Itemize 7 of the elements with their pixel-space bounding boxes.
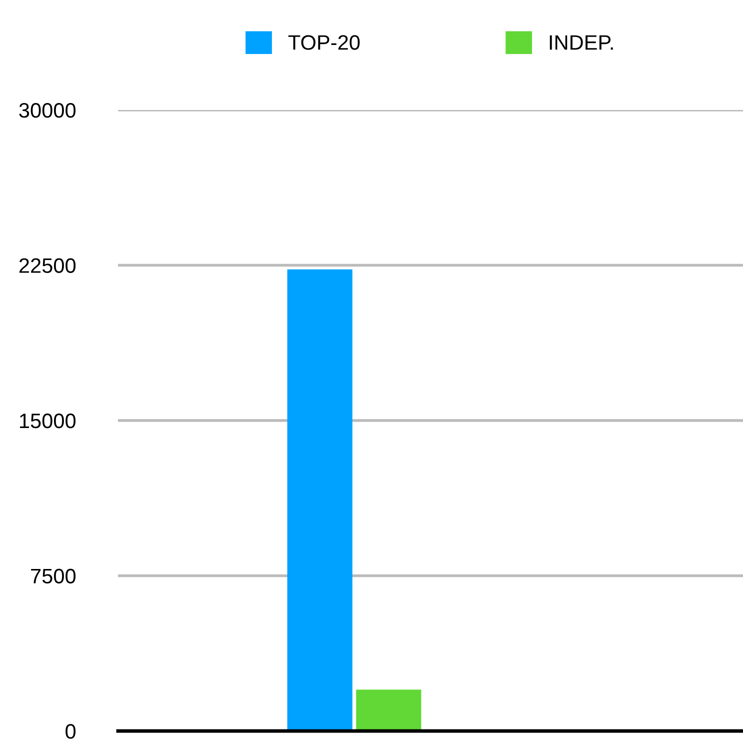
y-tick-label: 15000 bbox=[20, 414, 76, 428]
y-tick-label: 22500 bbox=[19, 258, 76, 274]
y-tick-label: 0 bbox=[66, 724, 76, 739]
legend-label: INDEP. bbox=[550, 35, 613, 50]
y-tick-label: 7500 bbox=[31, 568, 76, 584]
y-tick-label: 30000 bbox=[19, 103, 76, 118]
legend-label: TOP-20 bbox=[288, 35, 360, 50]
